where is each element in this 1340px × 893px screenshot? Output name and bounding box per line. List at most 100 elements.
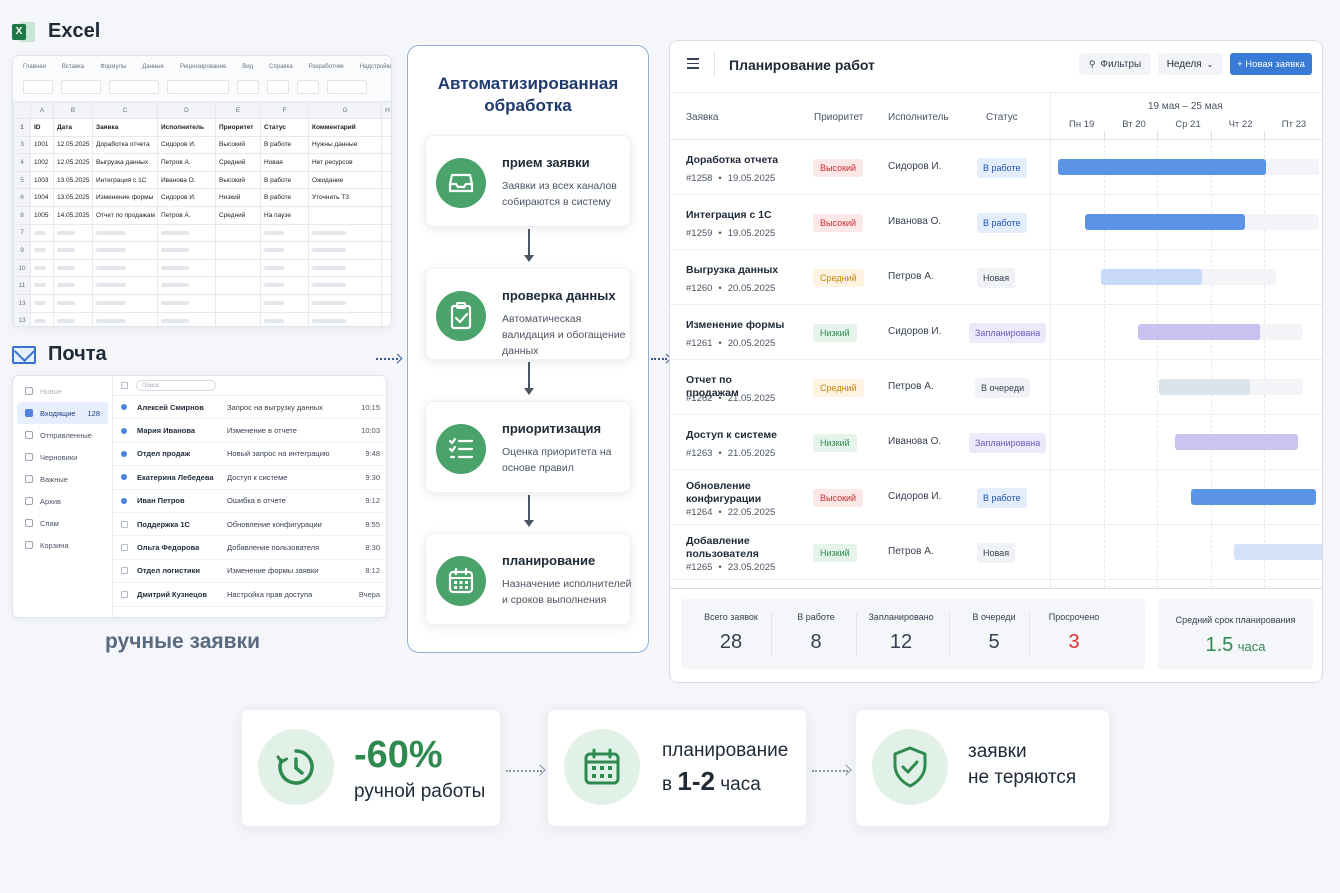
message-row[interactable]: Отдел продаж Новый запрос на интеграцию 9:… <box>113 443 386 467</box>
row-number[interactable]: 1 <box>13 118 31 137</box>
plan-row[interactable]: Доработка отчета #1258 • 19.05.2025 Высокий С… <box>670 140 1322 195</box>
filters-button[interactable]: ⚲ Фильтры <box>1079 53 1151 75</box>
row-number[interactable]: 5 <box>13 170 31 190</box>
cell[interactable]: 14.05.2025 <box>53 205 93 225</box>
cell[interactable]: В работе <box>260 170 309 190</box>
cell[interactable]: Сидоров И. <box>157 188 216 207</box>
cell[interactable]: Доработка отчета <box>92 135 158 155</box>
cell[interactable] <box>30 241 54 260</box>
message-row[interactable]: Отдел логистики Изменение формы заявки 8:1… <box>113 560 386 584</box>
plan-row[interactable]: Изменение формы #1261 • 20.05.2025 Низкий Сид… <box>670 305 1322 360</box>
plan-row[interactable]: Отчет по продажам #1262 • 21.05.2025 Средний… <box>670 360 1322 415</box>
cell[interactable] <box>215 241 261 260</box>
col-request[interactable]: Заявка <box>686 112 719 123</box>
column-header[interactable]: D <box>157 102 216 119</box>
cell[interactable] <box>308 276 382 295</box>
cell[interactable]: 1001 <box>30 135 54 155</box>
cell[interactable]: 1003 <box>30 170 54 190</box>
cell[interactable]: В работе <box>260 135 309 155</box>
gantt-bar[interactable] <box>1159 379 1250 395</box>
cell[interactable]: Иванова О. <box>157 170 216 190</box>
cell[interactable] <box>381 311 391 326</box>
cell[interactable]: 13.05.2025 <box>53 188 93 207</box>
col-status[interactable]: Статус <box>986 112 1018 123</box>
cell[interactable]: 12.05.2025 <box>53 135 93 155</box>
message-row[interactable]: Поддержка 1С Обновление конфигурации 8:55 <box>113 513 386 537</box>
cell[interactable]: 1004 <box>30 188 54 207</box>
checkbox[interactable] <box>121 567 128 575</box>
cell[interactable] <box>92 258 158 278</box>
plan-row[interactable]: Выгрузка данных #1260 • 20.05.2025 Средний Пе… <box>670 250 1322 305</box>
cell[interactable] <box>53 311 93 326</box>
cell[interactable]: 1005 <box>30 205 54 225</box>
cell[interactable] <box>157 293 216 313</box>
row-number[interactable]: 11 <box>13 276 31 295</box>
status-badge[interactable]: Новая <box>977 268 1016 288</box>
plan-row[interactable]: Добавление пользователя #1265 • 23.05.2025 Н… <box>670 525 1322 580</box>
cell[interactable]: Средний <box>215 205 261 225</box>
cell[interactable] <box>215 223 261 243</box>
cell[interactable] <box>53 276 93 295</box>
cell[interactable] <box>381 188 391 207</box>
cell[interactable]: Интеграция с 1С <box>92 170 158 190</box>
row-number[interactable]: 6 <box>13 188 31 207</box>
mail-folder-1[interactable]: Отправленные <box>17 424 108 446</box>
new-request-button[interactable]: + Новая заявка <box>1230 53 1312 75</box>
column-header[interactable]: C <box>92 102 158 119</box>
cell[interactable] <box>157 223 216 243</box>
plan-row[interactable]: Интеграция с 1С #1259 • 19.05.2025 Высокий Ив… <box>670 195 1322 250</box>
ribbon-tab[interactable]: Рецензирование <box>179 64 227 70</box>
cell[interactable] <box>215 258 261 278</box>
cell[interactable]: 12.05.2025 <box>53 153 93 172</box>
plan-row[interactable]: Обновление конфигурации #1264 • 22.05.2025 В… <box>670 470 1322 525</box>
cell[interactable] <box>157 241 216 260</box>
header-cell[interactable]: Статус <box>260 118 309 137</box>
spreadsheet-grid[interactable]: A B C D E F G H 1 ID Дата Заявка Исполнитель Приорите… <box>13 102 391 326</box>
align-tool[interactable] <box>167 80 229 94</box>
cell[interactable] <box>53 258 93 278</box>
mail-folder-3[interactable]: Важные <box>17 468 108 490</box>
row-number[interactable]: 7 <box>13 223 31 243</box>
ribbon-tab[interactable]: Данные <box>142 64 164 70</box>
message-row[interactable]: Мария Иванова Изменение в отчете 10:03 <box>113 419 386 443</box>
cell[interactable] <box>30 223 54 243</box>
cell[interactable] <box>215 276 261 295</box>
status-badge[interactable]: Запланирована <box>969 323 1047 343</box>
message-row[interactable]: Иван Петров Ошибка в отчете 9:12 <box>113 490 386 513</box>
status-badge[interactable]: Новая <box>977 543 1016 563</box>
column-header[interactable]: H <box>381 102 391 119</box>
header-cell[interactable]: Приоритет <box>215 118 261 137</box>
gantt-bar[interactable] <box>1058 159 1266 175</box>
cell[interactable] <box>308 241 382 260</box>
cell[interactable]: Сидоров И. <box>157 135 216 155</box>
cell[interactable] <box>381 153 391 172</box>
message-row[interactable]: Ольга Федорова Добавление пользователя 8:3… <box>113 536 386 560</box>
cell[interactable] <box>381 118 391 137</box>
cell[interactable] <box>215 311 261 326</box>
column-header[interactable]: F <box>260 102 309 119</box>
row-number[interactable]: 3 <box>13 135 31 155</box>
row-number[interactable]: 10 <box>13 258 31 278</box>
cell[interactable] <box>260 258 309 278</box>
cell[interactable]: Петров А. <box>157 205 216 225</box>
cell[interactable] <box>157 276 216 295</box>
cell[interactable]: 1002 <box>30 153 54 172</box>
cell[interactable]: Средний <box>215 153 261 172</box>
plan-row[interactable]: Доступ к системе #1263 • 21.05.2025 Низкий Ив… <box>670 415 1322 470</box>
gantt-bar[interactable] <box>1233 544 1322 560</box>
cell[interactable] <box>30 293 54 313</box>
gantt-bar[interactable] <box>1175 434 1298 450</box>
ribbon-tab[interactable]: Разработчик <box>308 64 344 70</box>
ribbon-tab[interactable]: Вставка <box>61 64 85 70</box>
cell[interactable] <box>381 170 391 190</box>
compose-button[interactable]: Новое <box>17 380 108 402</box>
cell[interactable] <box>30 258 54 278</box>
number-tool[interactable] <box>267 80 289 94</box>
ribbon-tab[interactable]: Формулы <box>100 64 127 70</box>
gantt-bar[interactable] <box>1191 489 1317 505</box>
cell[interactable] <box>215 293 261 313</box>
cell[interactable]: Нужны данные <box>308 135 382 155</box>
header-cell[interactable]: Исполнитель <box>157 118 216 137</box>
cells-tool[interactable] <box>297 80 319 94</box>
cell[interactable]: Нет ресурсов <box>308 153 382 172</box>
